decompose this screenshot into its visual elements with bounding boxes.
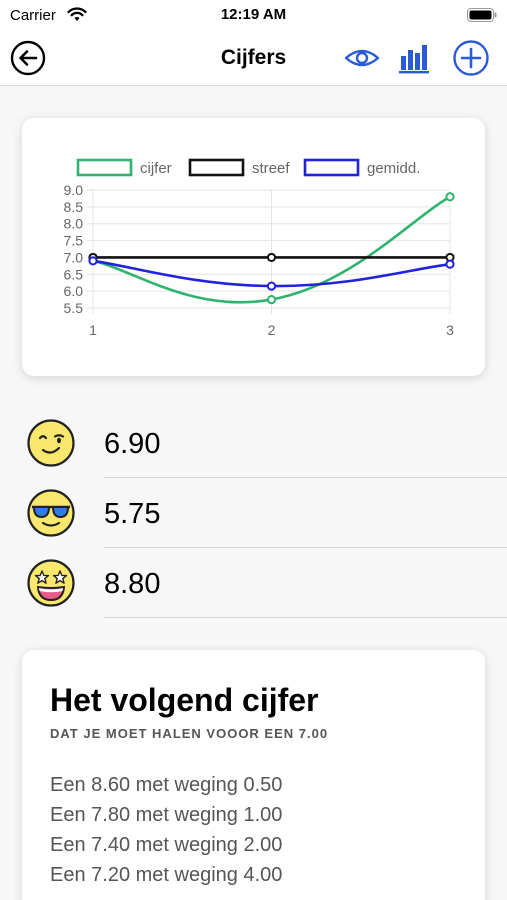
divider xyxy=(104,617,507,618)
data-point xyxy=(445,192,455,202)
y-tick-label: 7.0 xyxy=(64,249,84,265)
x-tick-label: 2 xyxy=(268,322,276,338)
x-tick-label: 1 xyxy=(89,322,97,338)
grade-row[interactable]: 5.75 xyxy=(0,478,507,548)
y-tick-label: 8.5 xyxy=(64,199,84,215)
data-point xyxy=(266,281,277,291)
sunglasses-face-icon xyxy=(27,489,75,537)
divider xyxy=(104,547,507,548)
grades-line-chart: 9.08.58.07.57.06.56.05.5 1 2 3 cijfer streef g… xyxy=(64,158,455,338)
status-time: 12:19 AM xyxy=(220,6,287,23)
nav-bar: Cijfers xyxy=(0,30,507,86)
back-arrow-icon[interactable] xyxy=(10,40,46,76)
divider xyxy=(104,477,507,478)
legend-label: streef xyxy=(252,160,290,177)
grade-row[interactable]: 6.90 xyxy=(0,408,507,478)
next-grade-title: Het volgend cijfer xyxy=(50,682,319,718)
page-title: Cijfers xyxy=(220,46,287,69)
star-struck-face-icon xyxy=(27,559,75,607)
winking-face-icon xyxy=(27,419,75,467)
y-tick-label: 7.5 xyxy=(64,233,84,249)
next-grade-subtitle: DAT JE MOET HALEN VOOOR EEN 7.00 xyxy=(50,726,329,741)
chart-card: 9.0 8.5 8.0 7.5 7.0 6.5 6.0 5.5 1 2 3 cijfer streef g… xyxy=(22,118,485,376)
y-tick-label: 6.5 xyxy=(64,266,84,282)
legend-swatch xyxy=(76,158,133,177)
grade-row[interactable]: 8.80 xyxy=(0,548,507,618)
list-item: Een 7.20 met weging 4.00 xyxy=(50,864,283,886)
wifi-icon xyxy=(67,7,87,21)
y-tick-label: 9.0 xyxy=(64,182,84,198)
data-point xyxy=(266,252,277,263)
grade-value: 6.90 xyxy=(104,428,161,460)
data-point xyxy=(266,294,277,305)
next-grade-list: Een 8.60 met weging 0.50 Een 7.80 met we… xyxy=(50,770,282,890)
grade-value: 8.80 xyxy=(104,568,161,600)
legend-label: gemidd. xyxy=(367,160,420,177)
data-point xyxy=(445,259,455,269)
list-item: Een 7.80 met weging 1.00 xyxy=(50,804,283,826)
bar-chart-icon[interactable] xyxy=(398,42,430,74)
battery-icon xyxy=(467,8,497,22)
legend-swatch xyxy=(303,158,360,177)
y-tick-label: 5.5 xyxy=(64,300,84,316)
data-point xyxy=(88,256,98,266)
y-tick-label: 6.0 xyxy=(64,283,84,299)
y-tick-label: 8.0 xyxy=(64,216,84,232)
legend-swatch xyxy=(188,158,245,177)
eye-icon[interactable] xyxy=(343,42,381,74)
list-item: Een 8.60 met weging 0.50 xyxy=(50,774,283,796)
plus-circle-icon[interactable] xyxy=(452,39,490,77)
legend-label: cijfer xyxy=(140,160,172,177)
status-bar: Carrier 12:19 AM xyxy=(0,0,507,30)
next-grade-card: Het volgend cijfer DAT JE MOET HALEN VOO… xyxy=(22,650,485,900)
x-tick-label: 3 xyxy=(446,322,454,338)
list-item: Een 7.40 met weging 2.00 xyxy=(50,834,283,856)
grade-value: 5.75 xyxy=(104,498,161,530)
carrier-label: Carrier xyxy=(10,7,56,24)
